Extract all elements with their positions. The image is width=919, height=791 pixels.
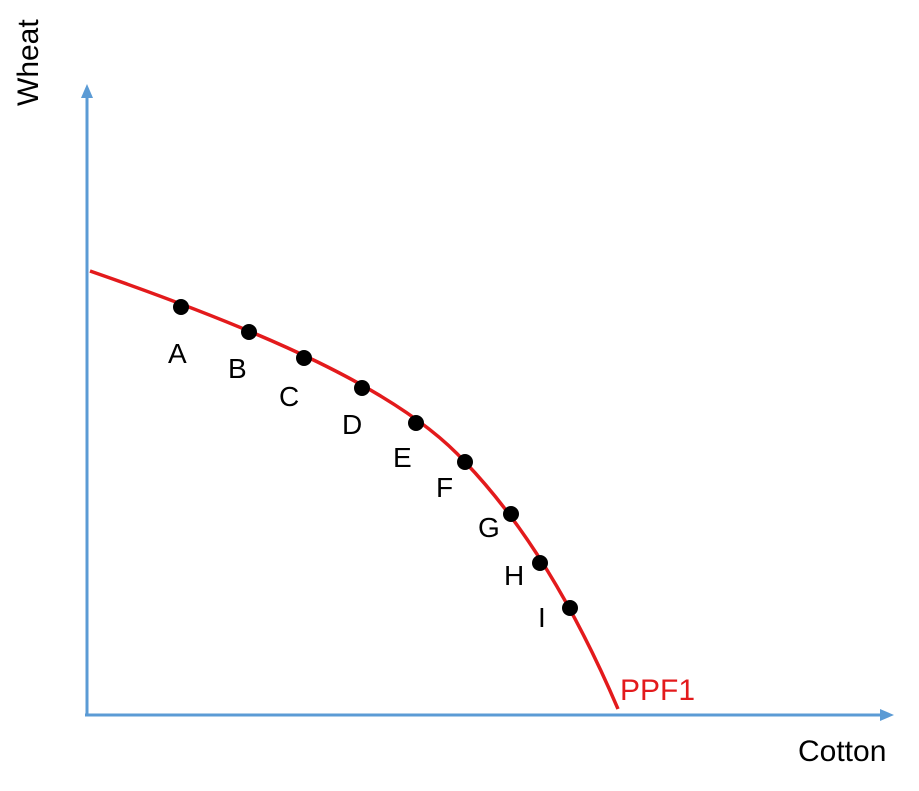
x-axis-arrow xyxy=(880,709,894,721)
point-e xyxy=(408,415,424,431)
point-label-a: A xyxy=(168,338,187,369)
point-label-e: E xyxy=(393,442,412,473)
point-label-d: D xyxy=(342,409,362,440)
ppf-curve xyxy=(89,269,620,710)
point-h xyxy=(532,555,548,571)
y-axis-arrow xyxy=(81,84,93,98)
point-label-i: I xyxy=(538,602,546,633)
ppf-points xyxy=(173,299,578,616)
point-d xyxy=(354,380,370,396)
y-axis-label: Wheat xyxy=(12,19,45,106)
point-label-b: B xyxy=(228,353,247,384)
point-label-f: F xyxy=(436,472,453,503)
point-label-c: C xyxy=(279,381,299,412)
ppf-point-labels: A B C D E F G H I xyxy=(168,338,546,633)
point-label-g: G xyxy=(478,512,500,543)
point-i xyxy=(562,600,578,616)
point-f xyxy=(457,454,473,470)
point-label-h: H xyxy=(504,560,524,591)
point-g xyxy=(503,506,519,522)
ppf-curve-label: PPF1 xyxy=(620,674,695,707)
point-c xyxy=(296,350,312,366)
point-a xyxy=(173,299,189,315)
x-axis-label: Cotton xyxy=(798,735,886,768)
point-b xyxy=(241,324,257,340)
